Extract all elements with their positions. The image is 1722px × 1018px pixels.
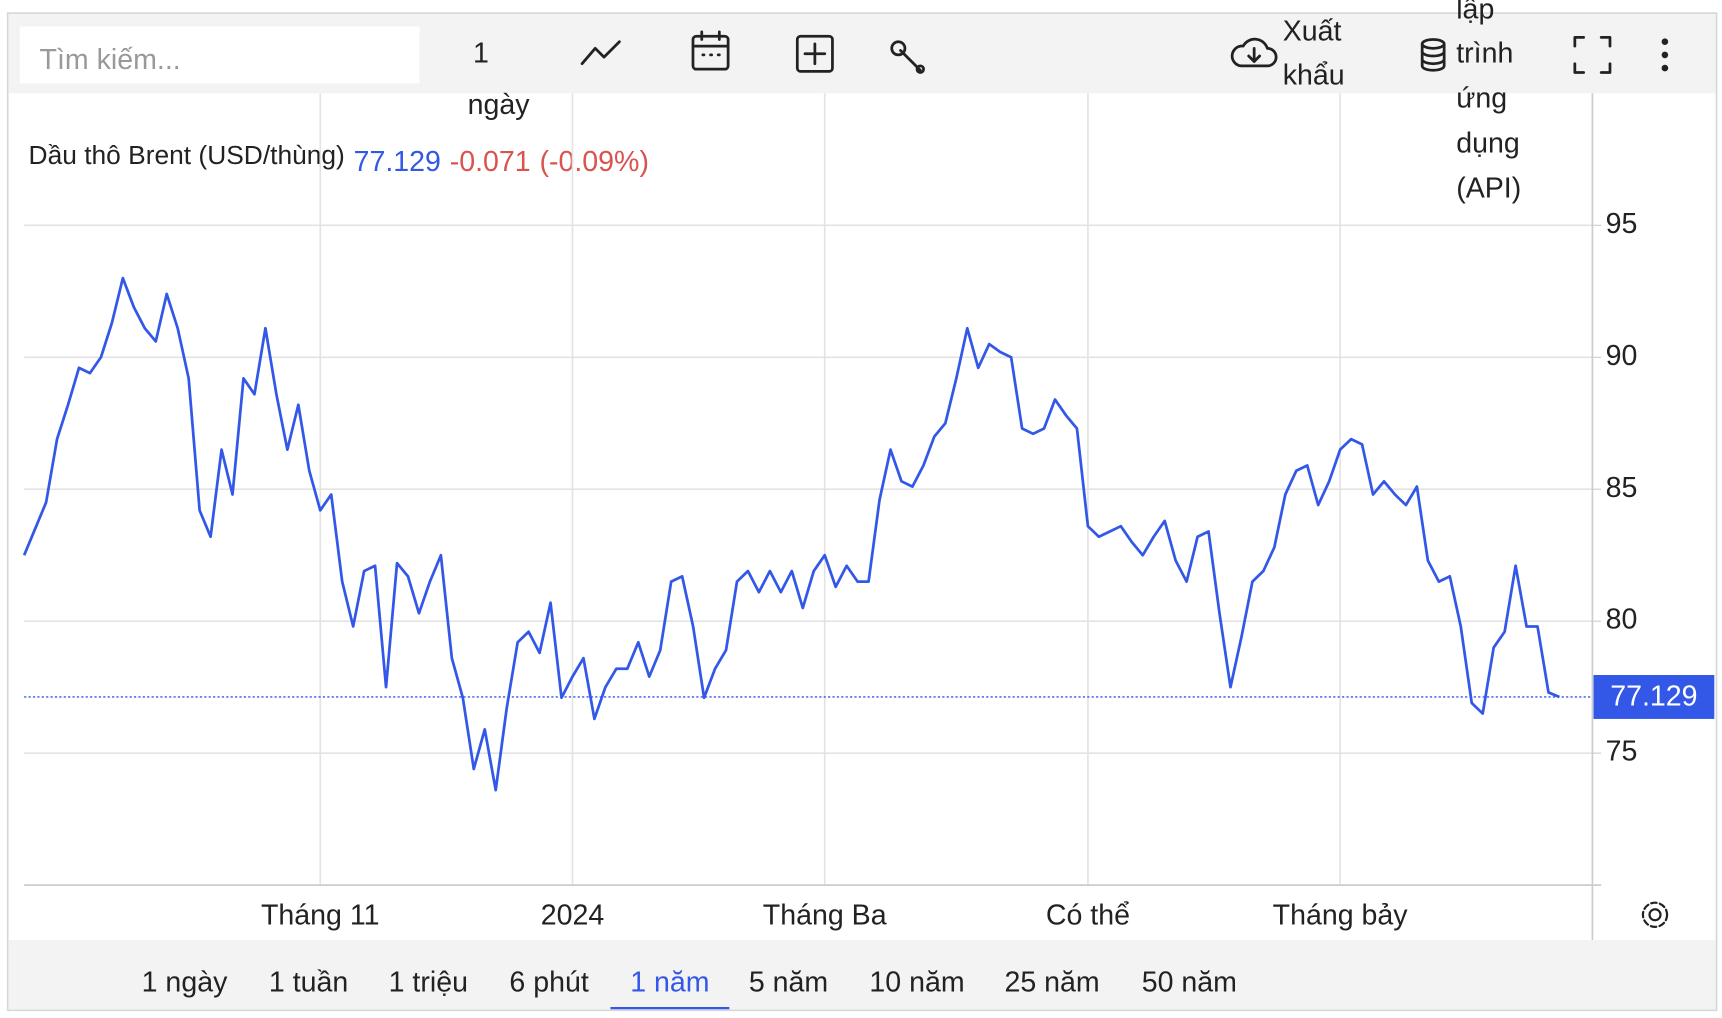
chart-title: Dầu thô Brent (USD/thùng) xyxy=(29,140,345,170)
range-tab[interactable]: 6 phút xyxy=(509,967,588,999)
search-placeholder: Tìm kiếm... xyxy=(40,44,181,76)
y-tick-label: 90 xyxy=(1606,340,1638,372)
api-label[interactable]: (API) xyxy=(1456,173,1521,205)
x-tick-label: 2024 xyxy=(541,900,605,932)
range-tab[interactable]: 1 ngày xyxy=(142,967,228,999)
x-tick-label: Tháng bảy xyxy=(1273,900,1409,932)
range-tab[interactable]: 25 năm xyxy=(1004,967,1099,999)
export-icon[interactable] xyxy=(1230,37,1278,68)
price-change-percent: (-0.09%) xyxy=(539,146,648,178)
y-tick-label: 95 xyxy=(1606,208,1638,240)
y-tick-label: 85 xyxy=(1606,472,1638,504)
interval-label[interactable]: 1 xyxy=(473,37,489,69)
price-change: -0.071 xyxy=(450,146,531,178)
export-label[interactable]: khẩu xyxy=(1283,59,1345,91)
api-label[interactable]: dụng xyxy=(1456,128,1520,160)
calendar-icon[interactable] xyxy=(691,30,730,71)
range-bar xyxy=(8,940,1716,1010)
more-icon[interactable] xyxy=(1661,38,1669,72)
export-label[interactable]: Xuất xyxy=(1283,15,1342,47)
range-tab[interactable]: 50 năm xyxy=(1142,967,1237,999)
api-label[interactable]: trình xyxy=(1456,37,1513,69)
range-tab[interactable]: 10 năm xyxy=(869,967,964,999)
current-price: 77.129 xyxy=(354,146,441,178)
x-tick-label: Tháng 11 xyxy=(261,900,380,932)
range-tab[interactable]: 5 năm xyxy=(749,967,828,999)
range-tab[interactable]: 1 tuần xyxy=(269,967,348,999)
plot-area: 75 80 85 90 95 Tháng 11 2024 Tháng Ba Có thể Thán… xyxy=(22,93,1715,941)
chart-settings-icon[interactable] xyxy=(1641,901,1669,928)
y-tick-label: 80 xyxy=(1606,604,1638,636)
x-tick-label: Tháng Ba xyxy=(763,900,887,932)
search-box[interactable] xyxy=(19,26,420,84)
api-icon[interactable] xyxy=(1420,38,1446,72)
add-indicator-icon[interactable] xyxy=(795,34,834,73)
settings-wrench-icon[interactable] xyxy=(890,40,925,74)
range-tab[interactable]: 1 triệu xyxy=(389,967,468,999)
fullscreen-icon[interactable] xyxy=(1573,35,1612,74)
interval-label[interactable]: ngày xyxy=(468,89,531,121)
y-tick-label: 75 xyxy=(1606,736,1638,768)
range-tab[interactable]: 1 năm xyxy=(630,967,709,999)
current-price-badge xyxy=(1593,675,1715,719)
x-tick-label: Có thể xyxy=(1046,900,1130,932)
price-line xyxy=(22,276,1560,792)
api-label[interactable]: lập xyxy=(1456,0,1494,26)
panel xyxy=(6,12,1718,1012)
api-label[interactable]: ứng xyxy=(1456,82,1507,114)
chart-type-icon[interactable] xyxy=(580,40,621,66)
current-price-badge-label: 77.129 xyxy=(1610,681,1697,713)
